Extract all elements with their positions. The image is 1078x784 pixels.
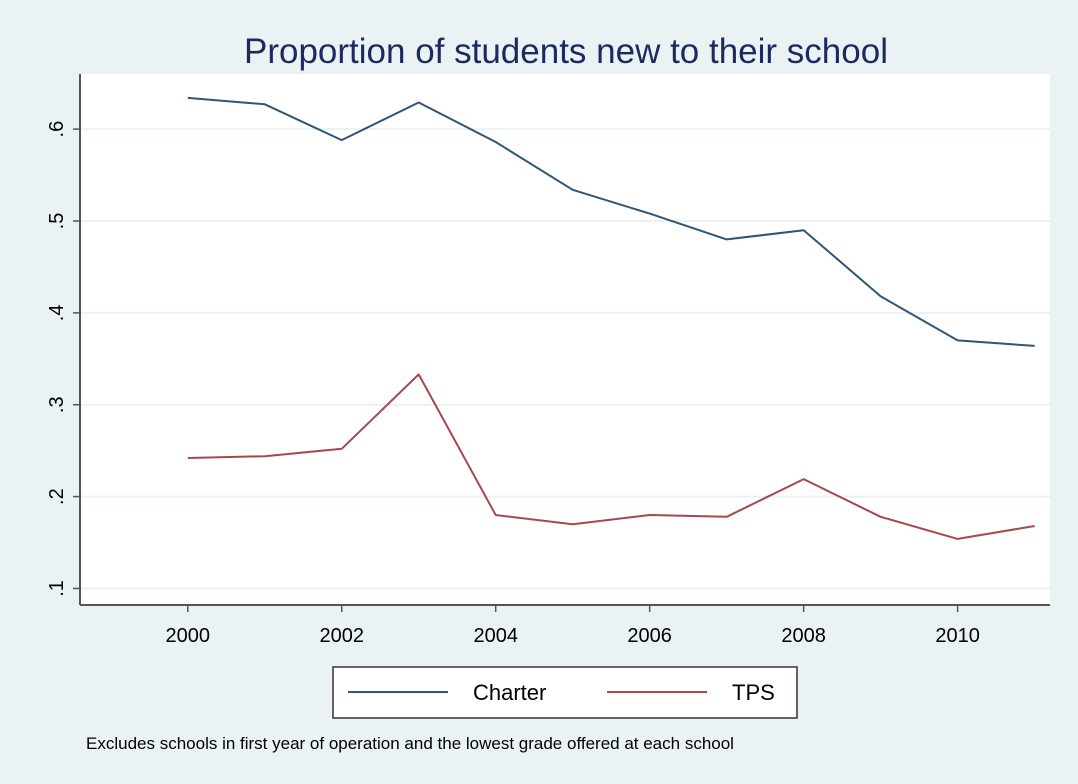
series-line-tps <box>187 373 1035 540</box>
x-tick-label: 2006 <box>627 625 672 647</box>
series-lines <box>187 96 1035 540</box>
legend-label-tps: TPS <box>732 680 775 705</box>
legend: Charter TPS <box>332 666 798 719</box>
x-tick-label: 2000 <box>166 625 211 647</box>
series-line-charter <box>187 96 1035 347</box>
y-tick-label: .2 <box>46 488 68 505</box>
y-tick-label: .1 <box>46 580 68 597</box>
x-tick-label: 2010 <box>935 625 980 647</box>
x-tick-label: 2008 <box>781 625 826 647</box>
x-tick-label: 2002 <box>319 625 364 647</box>
legend-label-charter: Charter <box>473 680 546 705</box>
y-tick-label: .6 <box>46 121 68 138</box>
grid-lines <box>80 128 1050 590</box>
x-tick-label: 2004 <box>473 625 518 647</box>
chart-note: Excludes schools in first year of operat… <box>86 734 734 753</box>
plot-area <box>80 74 1050 605</box>
chart-title: Proportion of students new to their scho… <box>244 32 888 71</box>
y-tick-label: .4 <box>46 305 68 322</box>
y-tick-label: .3 <box>46 396 68 413</box>
x-axis-ticks: 2000 2002 2004 2006 2008 2010 <box>166 605 980 647</box>
y-axis-ticks: .1 .2 .3 .4 .5 .6 <box>46 121 80 597</box>
y-tick-label: .5 <box>46 213 68 230</box>
